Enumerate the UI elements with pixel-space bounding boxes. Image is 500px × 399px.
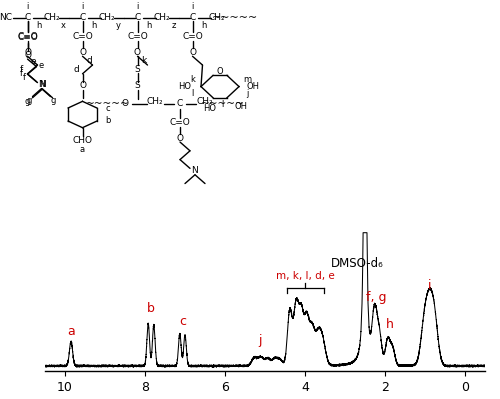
Text: NC: NC: [0, 14, 12, 22]
Text: f: f: [20, 65, 23, 74]
Text: j: j: [258, 334, 262, 347]
Text: i: i: [192, 2, 194, 11]
Text: y: y: [116, 22, 121, 30]
Text: ~~~~~: ~~~~~: [212, 13, 258, 23]
Text: h: h: [386, 318, 394, 331]
Text: C=O: C=O: [127, 32, 148, 41]
Text: x: x: [61, 22, 66, 30]
Text: CH₂: CH₂: [196, 97, 213, 106]
Text: O: O: [216, 67, 224, 76]
Text: c: c: [105, 104, 110, 113]
Text: N: N: [192, 166, 198, 175]
Text: S: S: [134, 81, 140, 90]
Text: m, k, l, d, e: m, k, l, d, e: [276, 271, 335, 281]
Text: O: O: [24, 51, 31, 59]
Text: i: i: [136, 2, 138, 11]
Text: CH₂: CH₂: [98, 14, 116, 22]
Text: N: N: [38, 80, 45, 89]
Text: e: e: [30, 57, 36, 65]
Text: C: C: [134, 14, 140, 22]
Text: a: a: [80, 145, 85, 154]
Text: O: O: [122, 99, 128, 108]
Text: l: l: [222, 100, 224, 109]
Text: N: N: [39, 81, 46, 89]
Text: S: S: [134, 65, 140, 73]
Text: g: g: [26, 96, 32, 105]
Text: O: O: [79, 81, 86, 90]
Text: i: i: [428, 279, 432, 292]
Text: a: a: [67, 325, 75, 338]
Text: HO: HO: [204, 104, 216, 113]
Text: O: O: [24, 48, 31, 57]
Text: C=O: C=O: [17, 32, 38, 41]
Text: k: k: [142, 56, 146, 65]
Text: d: d: [73, 65, 79, 74]
Text: g: g: [51, 96, 56, 105]
Text: k: k: [190, 75, 195, 84]
Text: l: l: [192, 89, 194, 98]
Text: j: j: [246, 89, 248, 98]
Text: C=O: C=O: [170, 118, 190, 127]
Text: h: h: [36, 22, 42, 30]
Text: e: e: [39, 61, 44, 70]
Text: b: b: [105, 116, 110, 125]
Text: C=O: C=O: [182, 32, 203, 41]
Text: OH: OH: [246, 82, 259, 91]
Text: DMSO-d₆: DMSO-d₆: [331, 257, 384, 270]
Text: C: C: [24, 14, 30, 22]
Text: i: i: [26, 2, 28, 11]
Text: CH₂: CH₂: [208, 14, 226, 22]
Text: b: b: [147, 302, 155, 315]
Text: O: O: [189, 48, 196, 57]
Text: C=O: C=O: [17, 33, 38, 42]
Text: O: O: [134, 48, 141, 57]
Text: m: m: [244, 75, 252, 84]
Text: f: f: [20, 69, 22, 78]
Text: g: g: [25, 97, 30, 106]
Text: i: i: [82, 2, 84, 11]
Text: h: h: [92, 22, 96, 30]
Text: HO: HO: [178, 82, 192, 91]
Text: CH₂: CH₂: [146, 97, 164, 106]
Text: C: C: [177, 99, 183, 108]
Text: d: d: [86, 56, 92, 65]
Text: f: f: [22, 73, 26, 82]
Text: C=O: C=O: [72, 32, 93, 41]
Text: C: C: [80, 14, 86, 22]
Text: CH₂: CH₂: [154, 14, 170, 22]
Text: h: h: [146, 22, 152, 30]
Text: CHO: CHO: [72, 136, 92, 145]
Text: f, g: f, g: [366, 291, 386, 304]
Text: ~~~~~: ~~~~~: [200, 99, 244, 109]
Text: c: c: [179, 314, 186, 328]
Text: C: C: [190, 14, 196, 22]
Text: OH: OH: [234, 102, 248, 111]
Text: O: O: [176, 134, 184, 142]
Text: h: h: [202, 22, 206, 30]
Text: ~~~~~: ~~~~~: [86, 99, 130, 109]
Text: CH₂: CH₂: [44, 14, 60, 22]
Text: z: z: [172, 22, 175, 30]
Text: O: O: [79, 48, 86, 57]
